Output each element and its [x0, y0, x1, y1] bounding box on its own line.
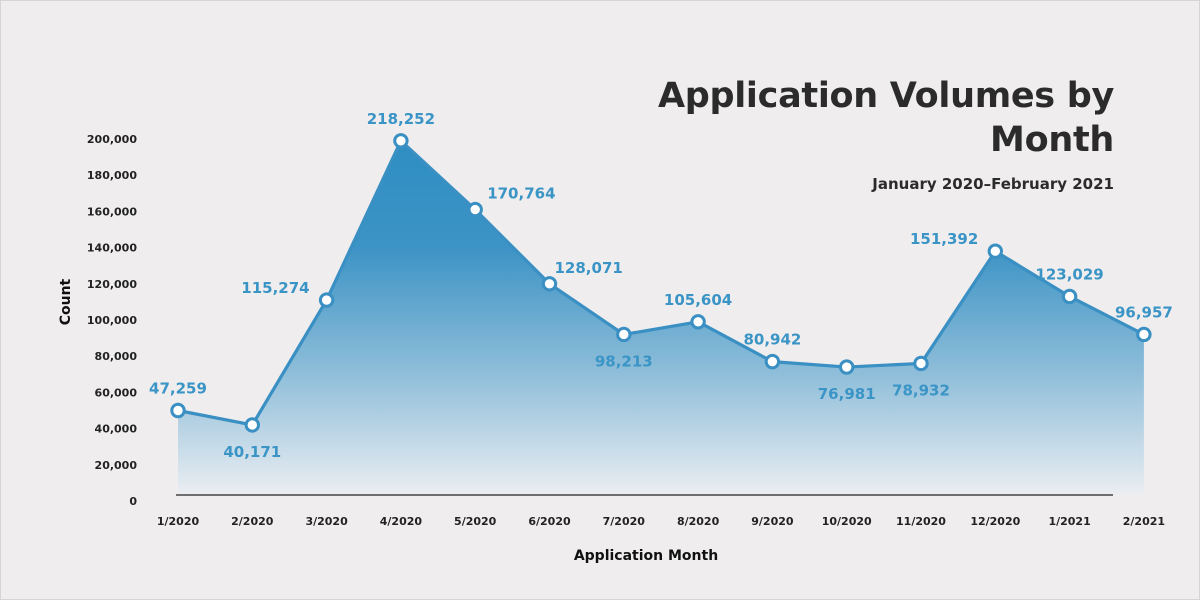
x-tick-label: 4/2020: [380, 515, 423, 528]
data-point: [987, 243, 1003, 259]
series-area: [178, 140, 1144, 495]
series-line: [177, 139, 1145, 427]
x-axis-label: Application Month: [574, 548, 718, 564]
data-point: [690, 314, 706, 330]
data-label: 76,981: [818, 385, 876, 403]
axes: 0 20,000 40,000 60,000 80,000 100,000 120,000 1…: [87, 133, 1165, 528]
data-label: 105,604: [664, 291, 732, 309]
y-tick-label: 0: [129, 495, 137, 508]
y-tick-label: 160,000: [87, 205, 137, 218]
series-line-layer: [177, 139, 1145, 427]
data-labels-layer: 47,259 40,171 115,274 218,252 170,764 128,071…: [149, 110, 1173, 461]
data-label: 47,259: [149, 380, 207, 398]
data-point: [393, 133, 409, 149]
data-label: 151,392: [910, 230, 978, 248]
y-tick-label: 80,000: [95, 350, 138, 363]
x-tick-label: 2/2020: [231, 515, 274, 528]
x-tick-label: 8/2020: [677, 515, 720, 528]
y-tick-label: 100,000: [87, 314, 137, 327]
y-tick-label: 180,000: [87, 169, 137, 182]
data-point: [764, 353, 781, 370]
x-tick-label: 10/2020: [822, 515, 872, 528]
data-point: [467, 201, 483, 218]
data-label: 123,029: [1035, 265, 1103, 283]
data-point: [913, 355, 929, 372]
data-label: 40,171: [223, 443, 281, 461]
chart-subtitle: January 2020–February 2021: [872, 175, 1114, 193]
chart-title: Application Volumes by Month: [657, 76, 1114, 160]
data-point: [839, 359, 855, 375]
y-tick-label: 140,000: [87, 242, 137, 255]
data-label: 78,932: [892, 381, 950, 399]
x-tick-label: 7/2020: [603, 515, 646, 528]
x-tick-label: 9/2020: [751, 515, 794, 528]
data-point: [1061, 288, 1078, 305]
data-points-layer: [170, 133, 1152, 433]
data-point: [1136, 326, 1152, 343]
y-tick-label: 60,000: [95, 386, 138, 399]
x-tick-label: 11/2020: [896, 515, 946, 528]
data-point: [318, 292, 335, 308]
y-tick-label: 40,000: [95, 423, 138, 436]
data-label: 98,213: [595, 352, 653, 370]
y-axis-label: Count: [58, 278, 74, 325]
data-label: 170,764: [487, 185, 555, 203]
data-point: [541, 276, 558, 292]
x-tick-label: 5/2020: [454, 515, 497, 528]
x-tick-label: 1/2020: [157, 515, 200, 528]
x-tick-label: 3/2020: [305, 515, 348, 528]
x-tick-label: 1/2021: [1048, 515, 1090, 528]
x-tick-label: 6/2020: [528, 515, 571, 528]
data-label: 80,942: [743, 331, 801, 349]
data-label: 128,071: [555, 259, 623, 277]
x-tick-label: 2/2021: [1123, 515, 1165, 528]
x-tick-label: 12/2020: [970, 515, 1020, 528]
y-tick-label: 20,000: [95, 459, 138, 472]
y-tick-label: 200,000: [87, 133, 137, 146]
data-label: 96,957: [1115, 303, 1173, 321]
data-label: 115,274: [241, 279, 309, 297]
data-point: [170, 402, 186, 419]
y-tick-label: 120,000: [87, 278, 137, 291]
data-point: [616, 326, 632, 343]
data-label: 218,252: [367, 110, 435, 128]
data-point: [244, 417, 261, 433]
area-fill-layer: [178, 140, 1144, 495]
